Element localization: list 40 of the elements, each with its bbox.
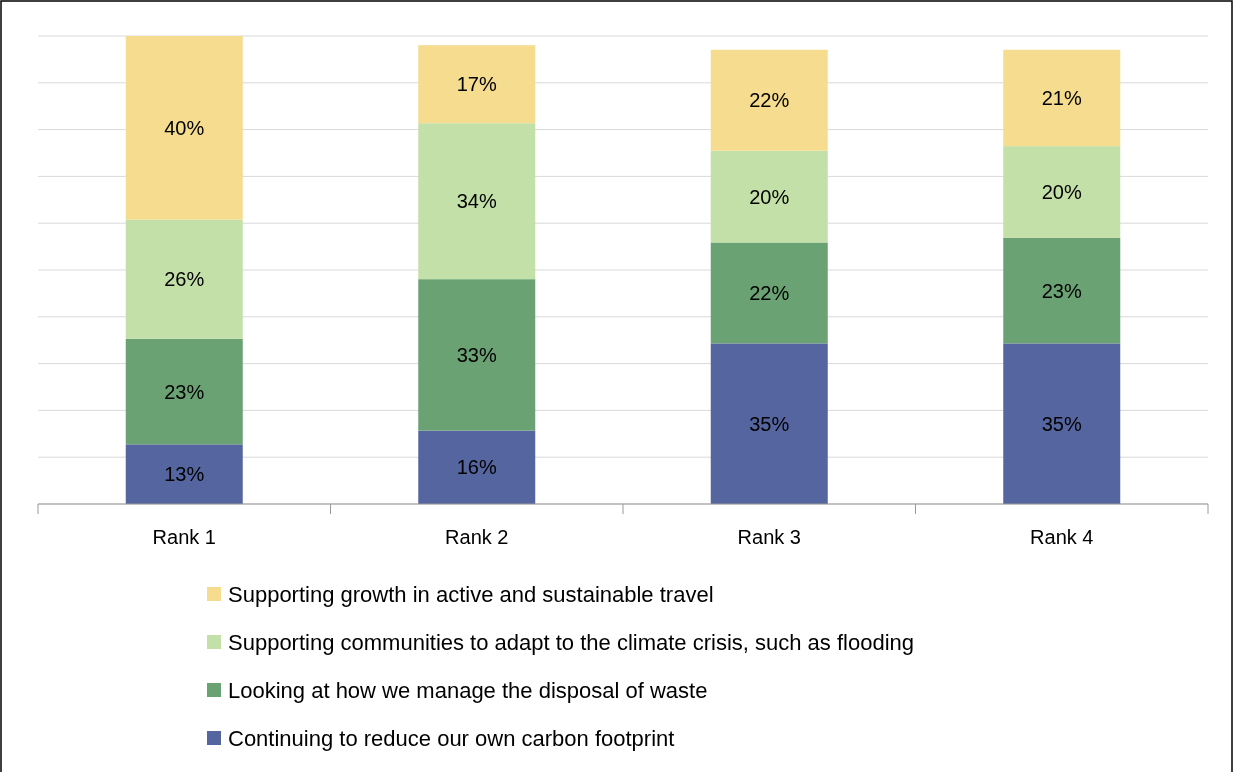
x-tick-label: Rank 4 bbox=[1030, 526, 1094, 548]
x-tick-label: Rank 2 bbox=[445, 526, 509, 548]
data-label: 21% bbox=[1041, 86, 1082, 109]
data-label: 20% bbox=[1041, 181, 1082, 203]
data-label: 13% bbox=[164, 463, 205, 486]
x-tick-label: Rank 3 bbox=[737, 526, 801, 548]
bar bbox=[710, 150, 828, 243]
bar bbox=[1003, 343, 1121, 504]
bar bbox=[418, 123, 536, 280]
bar bbox=[1003, 146, 1121, 238]
data-label: 34% bbox=[456, 190, 497, 213]
bar bbox=[125, 338, 243, 445]
bar bbox=[418, 279, 536, 431]
data-label: 26% bbox=[164, 268, 205, 291]
data-label: 35% bbox=[749, 412, 790, 435]
data-label: 16% bbox=[456, 456, 497, 479]
data-label: 22% bbox=[749, 281, 790, 304]
bar bbox=[710, 242, 828, 344]
bar bbox=[418, 45, 536, 124]
data-label: 23% bbox=[1041, 279, 1082, 302]
legend-label: Supporting growth in active and sustainable travel bbox=[228, 581, 714, 607]
bar bbox=[125, 36, 243, 220]
bar bbox=[1003, 237, 1121, 344]
bar bbox=[125, 219, 243, 339]
legend-label: Supporting communities to adapt to the climate crisis, such as flooding bbox=[228, 629, 915, 655]
legend-label: Continuing to reduce our own carbon footprint bbox=[228, 725, 675, 751]
bar bbox=[1003, 49, 1121, 147]
data-label: 17% bbox=[456, 73, 497, 96]
bar bbox=[125, 444, 243, 504]
data-label: 22% bbox=[749, 89, 790, 112]
bar bbox=[710, 49, 828, 151]
bar bbox=[418, 430, 536, 504]
data-label: 35% bbox=[1041, 412, 1082, 435]
data-label: 23% bbox=[164, 380, 205, 403]
data-label: 33% bbox=[456, 343, 497, 366]
data-label: 20% bbox=[749, 185, 790, 208]
bar bbox=[710, 343, 828, 504]
legend-label: Looking at how we manage the disposal of waste bbox=[228, 677, 708, 703]
x-tick-label: Rank 1 bbox=[152, 526, 216, 548]
data-label: 40% bbox=[164, 116, 205, 139]
